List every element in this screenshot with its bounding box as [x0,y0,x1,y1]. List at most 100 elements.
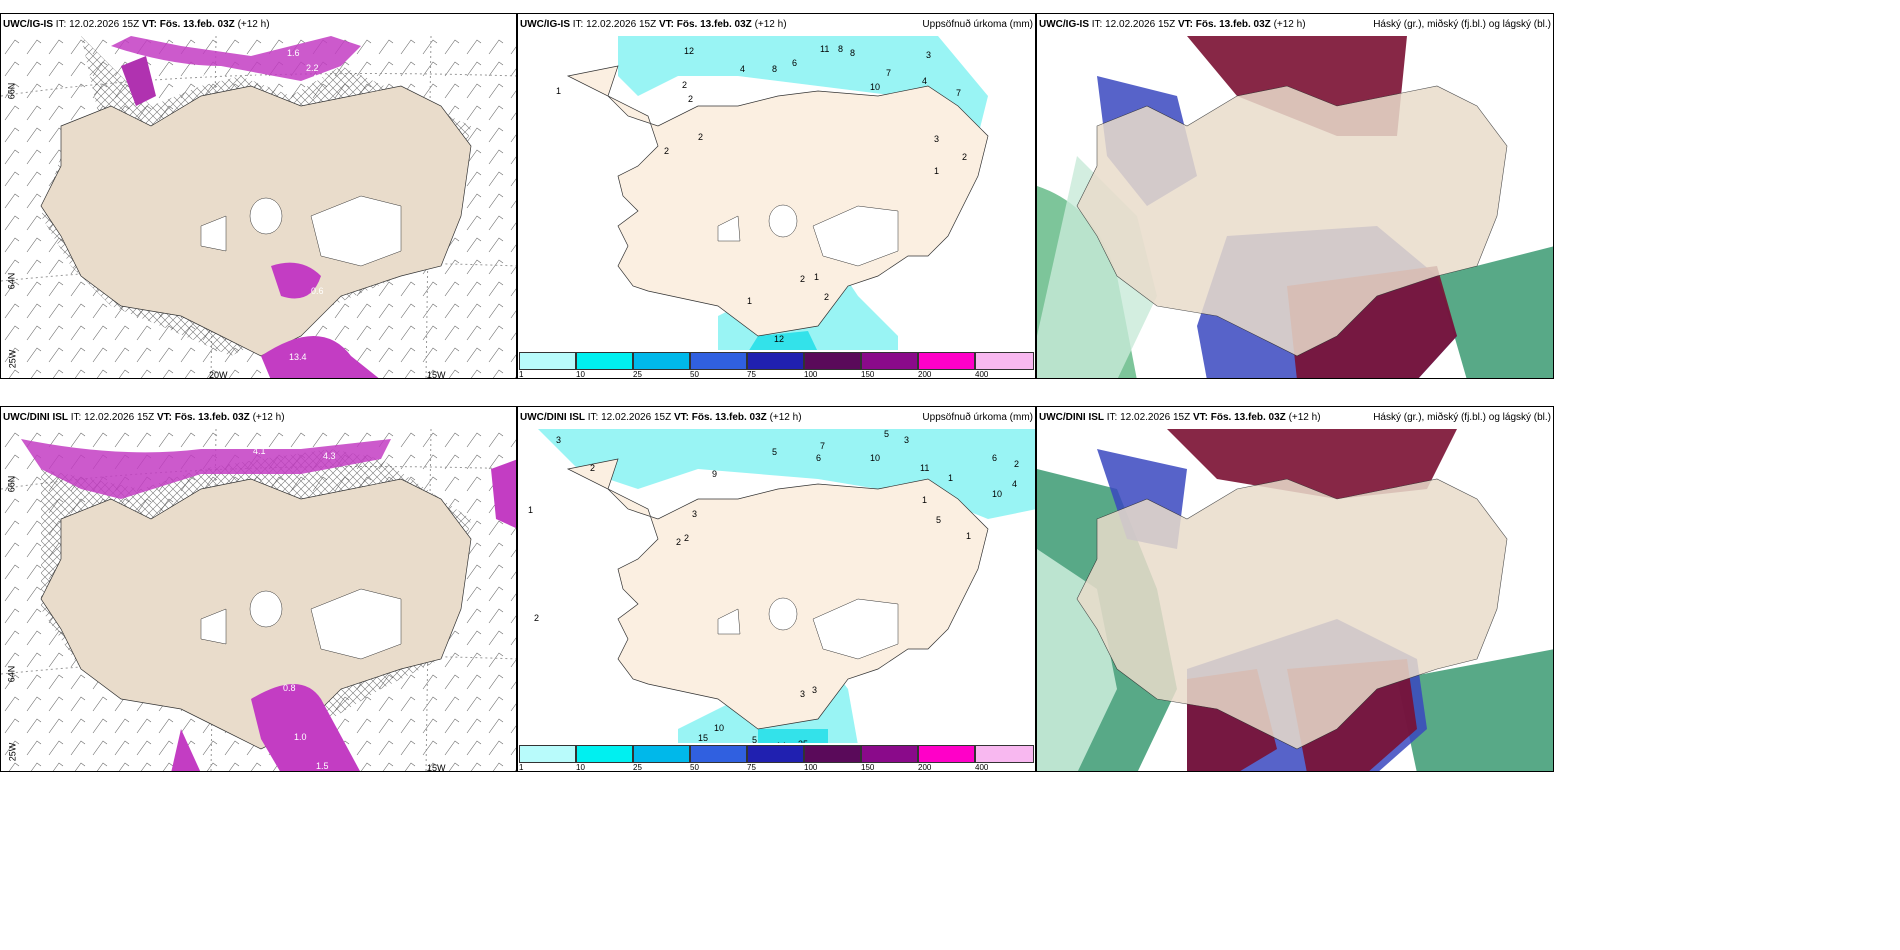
it-value: 12.02.2026 15Z [1105,19,1176,30]
colorbar-swatch [690,352,747,370]
precip-value: 1 [814,272,820,282]
temp-label: 2.4 [216,435,229,445]
precip-value: 10 [870,82,881,92]
precip-value: 2 [682,80,688,90]
colorbar-tick: 400 [975,763,989,772]
precip-value: 5 [752,735,758,745]
precip-value: 3 [556,435,562,445]
precip-value: 8 [772,64,778,74]
precip-value: 7 [820,441,826,451]
precip-value: 1 [922,495,928,505]
it-value: 12.02.2026 15Z [1120,412,1191,423]
it-value: 12.02.2026 15Z [586,19,657,30]
precip-value: 2 [962,152,968,162]
temp-anomaly-north [21,439,391,499]
temp-anomaly-center [271,262,321,299]
precip-value: 11 [820,44,830,54]
it-value: 12.02.2026 15Z [84,412,155,423]
precip-panel-row1: UWC/IG-IS IT: 12.02.2026 15Z VT: Fös. 13… [517,13,1036,379]
lon-label: 15W [427,763,446,772]
precip-value: 5 [884,429,890,439]
colorbar-tick: 200 [918,763,932,772]
model-name: UWC/DINI ISL [520,412,585,423]
it-label: IT: [587,412,599,423]
panel-title: Háský (gr.), miðský (fj.bl.) og lágský (… [1373,19,1551,30]
precip-value: 2 [698,132,704,142]
precip-value: 6 [816,453,822,463]
lat-label: 66N [6,82,17,100]
temp-label: 1.0 [294,732,307,742]
precip-panel-row2: UWC/DINI ISL IT: 12.02.2026 15Z VT: Fös.… [517,406,1036,772]
temp-anomaly-south [251,684,360,771]
colorbar-tick: 25 [633,763,642,772]
colorbar-swatch [519,352,576,370]
precip-value: 12 [684,46,695,56]
precip-colorbar: 1 10 25 50 75 100 150 200 400 [518,743,1035,771]
precip-value: 10 [714,723,725,733]
cloud-panel-row1: UWC/IG-IS IT: 12.02.2026 15Z VT: Fös. 13… [1036,13,1554,379]
model-name: UWC/DINI ISL [3,412,68,423]
precip-value: 3 [904,435,910,445]
temp-label: 0.8 [283,683,296,693]
iceland-landmass [566,458,989,730]
precip-value: 3 [800,689,806,699]
lat-label: 25W [7,742,18,762]
lat-label: 64N [6,272,17,290]
glacier-hofsjokull [200,608,227,645]
precip-value: 4 [922,76,928,86]
temp-label: 4.4 [246,73,259,83]
colorbar-tick: 100 [804,763,818,772]
cloud-panel-row2: UWC/DINI ISL IT: 12.02.2026 15Z VT: Fös.… [1036,406,1554,772]
map-area: 2.4 4.1 4.3 0.8 1.0 1.5 66N 64N 25W 15W [1,429,516,771]
it-label: IT: [70,412,82,423]
offset: (+12 h) [252,412,285,423]
panel-title: Uppsöfnuð úrkoma (mm) [922,412,1033,423]
colorbar-swatch [975,352,1034,370]
temp-label: 1.9 [313,73,326,83]
iceland-landmass [566,65,989,337]
panel-header: UWC/DINI ISL IT: 12.02.2026 15Z VT: Fös.… [518,407,1035,429]
precip-value: 2 [1014,459,1020,469]
precip-value: 7 [956,88,962,98]
precip-value: 9 [712,469,718,479]
glacier-langjokull [768,204,798,238]
vt-label: VT: Fös. 13.feb. 03Z [658,19,752,30]
temp-label: 3.0 [201,73,214,83]
colorbar-swatch [690,745,747,763]
precip-value: 2 [800,274,806,284]
colorbar-swatch [918,352,975,370]
colorbar-tick: 200 [918,370,932,379]
colorbar-swatch [576,352,633,370]
colorbar-tick: 1 [519,763,524,772]
wind-map-svg: 3.0 4.4 1.6 2.2 1.9 0.6 13.4 [1,36,516,378]
wind-temp-panel-row2: UWC/DINI ISL IT: 12.02.2026 15Z VT: Fös.… [0,406,517,772]
colorbar-swatch [975,745,1034,763]
precip-value: 11 [920,463,930,473]
precip-value: 2 [664,146,670,156]
glacier-langjokull [768,597,798,631]
colorbar-tick: 100 [804,370,818,379]
precip-value: 1 [556,86,562,96]
precip-value: 3 [926,50,932,60]
it-label: IT: [1106,412,1118,423]
wind-map-svg: 2.4 4.1 4.3 0.8 1.0 1.5 [1,429,516,771]
precip-area-north [618,36,988,136]
offset: (+12 h) [769,412,802,423]
panel-header: UWC/DINI ISL IT: 12.02.2026 15Z VT: Fös.… [1,407,516,429]
temp-label: 4.3 [323,451,336,461]
panel-header: UWC/DINI ISL IT: 12.02.2026 15Z VT: Fös.… [1037,407,1553,429]
precip-value: 5 [936,515,942,525]
colorbar-tick: 10 [576,370,585,379]
colorbar-tick: 150 [861,763,875,772]
colorbar-tick: 1 [519,370,524,379]
model-name: UWC/IG-IS [520,19,570,30]
map-area: 12 4 8 6 11 8 8 3 7 10 4 7 1 2 2 2 2 3 2… [518,36,1035,372]
colorbar-tick: 10 [576,763,585,772]
vt-label: VT: Fös. 13.feb. 03Z [1192,412,1286,423]
precip-value: 3 [692,509,698,519]
temp-anomaly-south [261,336,379,378]
glacier-hofsjokull [717,215,741,242]
temp-label: 0.6 [311,286,324,296]
colorbar-swatch [918,745,975,763]
colorbar-tick: 50 [690,763,699,772]
